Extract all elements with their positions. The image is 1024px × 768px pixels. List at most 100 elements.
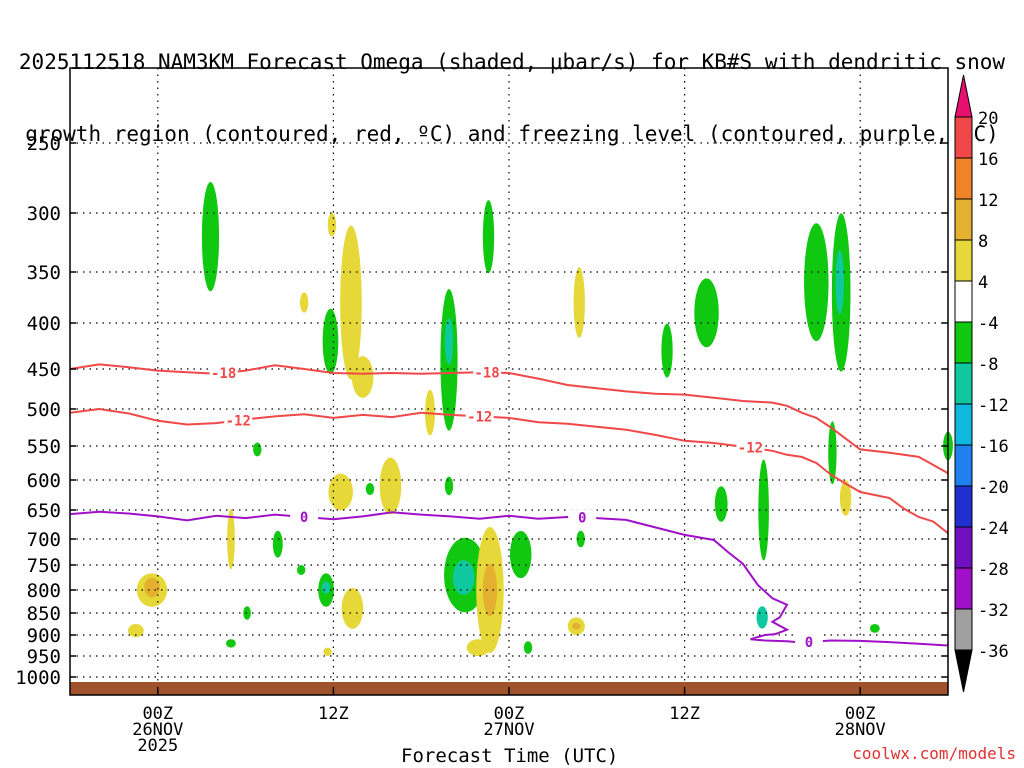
omega-cell — [341, 587, 364, 629]
omega-cell — [661, 323, 673, 378]
omega-cell — [321, 581, 331, 594]
contour-label: -12 — [226, 413, 251, 429]
colorbar-swatch — [954, 116, 973, 159]
colorbar-tick-label: 8 — [978, 232, 988, 252]
contour-label-bg — [209, 365, 238, 381]
y-tick-label: 800 — [27, 580, 61, 602]
colorbar-swatch — [954, 321, 973, 364]
x-tick-label: 27NOV — [483, 720, 534, 740]
omega-cell — [509, 531, 532, 579]
y-axis: 2503003504004505005506006507007508008509… — [15, 133, 948, 689]
contour-label-bg — [794, 634, 823, 651]
contour-label-bg — [465, 408, 494, 425]
y-tick-label: 1000 — [15, 667, 61, 689]
contour-line — [69, 510, 949, 647]
omega-cell — [482, 563, 498, 617]
y-tick-label: 450 — [27, 359, 61, 381]
omega-cell — [694, 278, 719, 348]
colorbar-tick-label: -36 — [978, 642, 1009, 662]
contour-label-bg — [473, 364, 502, 381]
contour-label: -12 — [738, 441, 763, 457]
colorbar: 20 16 12 8 4 -4 -8 -12 -16 -20 -24 -28 -32 -36 — [954, 74, 1009, 693]
contour-label: -12 — [467, 409, 492, 425]
chart-title: 2025112518 NAM3KM Forecast Omega (shaded… — [0, 2, 1024, 170]
omega-cell — [322, 308, 339, 375]
omega-cell — [758, 459, 769, 561]
y-tick-label: 650 — [27, 500, 61, 522]
site-credit[interactable]: coolwx.com/models — [852, 744, 1016, 763]
y-tick-label: 850 — [27, 603, 61, 625]
contour-label-bg — [736, 439, 765, 456]
omega-cell — [835, 250, 844, 315]
contour-label: -18 — [211, 366, 236, 382]
x-tick-label: 2025 — [137, 736, 178, 756]
omega-cell — [127, 624, 144, 638]
x-tick-label: 00Z — [142, 704, 173, 724]
omega-shading-layer — [127, 181, 953, 656]
x-tick-label: 00Z — [845, 704, 876, 724]
colorbar-swatch — [954, 239, 973, 282]
omega-cell — [227, 508, 235, 570]
colorbar-tick-label: -12 — [978, 396, 1009, 416]
colorbar-tick-label: 12 — [978, 191, 998, 211]
contour-label-bg — [568, 509, 597, 526]
contour-layer: -18 -18 -12 -12 -12 0 0 0 — [69, 363, 949, 651]
x-tick-label: 12Z — [669, 704, 700, 724]
colorbar-tick-label: -24 — [978, 519, 1009, 539]
omega-cell — [756, 606, 768, 629]
y-tick-label: 900 — [27, 625, 61, 647]
colorbar-swatch — [954, 157, 973, 200]
omega-cell — [201, 181, 220, 292]
colorbar-tick-label: -28 — [978, 560, 1009, 580]
x-axis-title: Forecast Time (UTC) — [401, 745, 619, 767]
colorbar-swatch — [954, 362, 973, 405]
omega-cell — [839, 480, 852, 516]
x-tick-label: 26NOV — [132, 720, 183, 740]
colorbar-tick-label: 16 — [978, 150, 998, 170]
colorbar-tick-label: 4 — [978, 273, 988, 293]
omega-cell — [323, 647, 332, 656]
colorbar-swatch — [954, 280, 973, 323]
colorbar-tick-label: -4 — [978, 314, 998, 334]
y-tick-label: 400 — [27, 313, 61, 335]
omega-cell — [226, 639, 236, 648]
omega-cell — [327, 213, 337, 237]
colorbar-swatch — [954, 567, 973, 610]
colorbar-tick-label: -20 — [978, 478, 1009, 498]
y-tick-label: 350 — [27, 262, 61, 284]
omega-cell — [828, 421, 837, 485]
x-tick-label: 12Z — [318, 704, 349, 724]
omega-cell — [365, 483, 375, 495]
omega-cell — [351, 356, 374, 398]
y-tick-label: 600 — [27, 470, 61, 492]
omega-cell — [523, 641, 533, 654]
omega-cell — [297, 565, 306, 575]
omega-cell — [576, 530, 585, 548]
y-tick-label: 700 — [27, 529, 61, 551]
y-tick-label: 950 — [27, 646, 61, 668]
omega-cell — [379, 457, 402, 515]
colorbar-tick-label: -16 — [978, 437, 1009, 457]
colorbar-swatch — [954, 198, 973, 241]
omega-cell — [572, 622, 581, 630]
omega-cell — [573, 267, 585, 338]
x-tick-label: 00Z — [494, 704, 525, 724]
y-tick-label: 750 — [27, 555, 61, 577]
omega-cell — [869, 624, 880, 633]
colorbar-tick-label: 20 — [978, 109, 998, 129]
omega-cell — [804, 223, 829, 342]
y-tick-label: 250 — [27, 133, 61, 155]
colorbar-bottom-arrow — [954, 649, 973, 693]
omega-cell — [144, 577, 160, 598]
grid-layer — [70, 68, 948, 695]
colorbar-swatch — [954, 485, 973, 528]
chart-title-line-1: 2025112518 NAM3KM Forecast Omega (shaded… — [18, 50, 1006, 74]
colorbar-swatch — [954, 526, 973, 569]
x-tick-label: 28NOV — [835, 720, 886, 740]
omega-cell — [272, 530, 283, 558]
contour-label: -18 — [474, 365, 499, 381]
contour-label-bg — [224, 412, 253, 429]
omega-cell — [299, 292, 309, 313]
